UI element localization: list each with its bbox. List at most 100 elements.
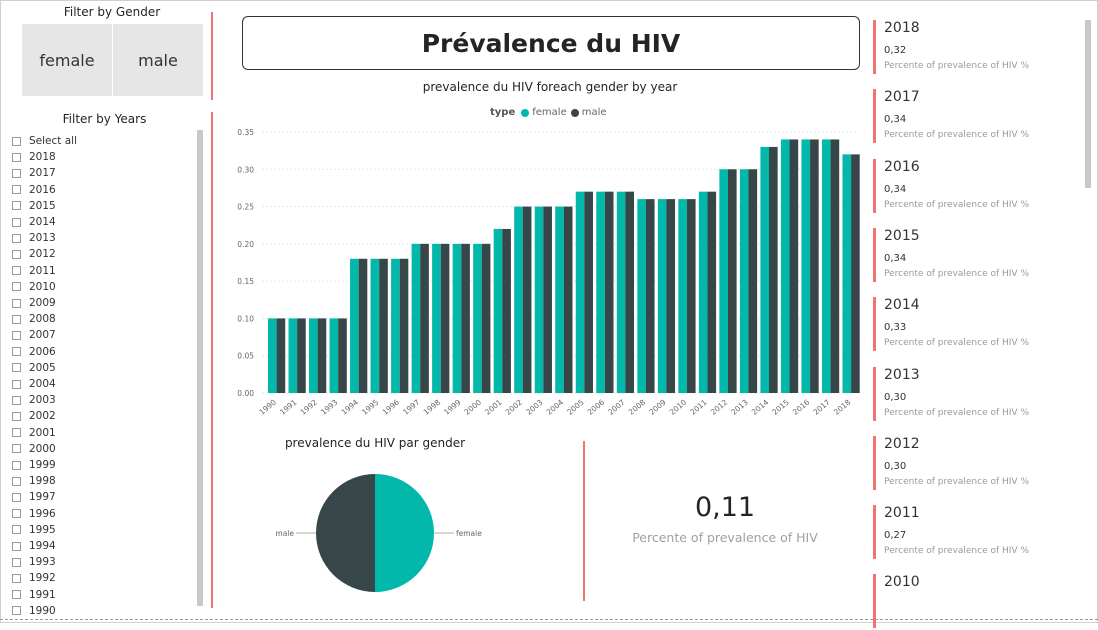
bar-female-2007[interactable] — [616, 191, 626, 393]
year-filter-item[interactable]: 2018 — [12, 150, 56, 164]
bar-female-2015[interactable] — [780, 139, 790, 393]
year-filter-item[interactable]: 2016 — [12, 183, 56, 197]
checkbox[interactable] — [12, 152, 21, 162]
bar-male-2001[interactable] — [502, 228, 511, 393]
bar-male-2013[interactable] — [748, 169, 758, 393]
bar-female-1999[interactable] — [452, 243, 462, 393]
checkbox[interactable] — [12, 363, 21, 373]
checkbox[interactable] — [12, 249, 21, 259]
bar-female-1990[interactable] — [268, 318, 277, 393]
year-filter-item[interactable]: 2002 — [12, 409, 56, 423]
pie-slice-male[interactable] — [316, 474, 375, 592]
year-filter-item[interactable]: 1999 — [12, 458, 56, 472]
bar-male-2012[interactable] — [727, 169, 737, 393]
bar-male-1997[interactable] — [420, 243, 429, 393]
bar-female-1992[interactable] — [309, 318, 318, 393]
bar-female-2016[interactable] — [801, 139, 811, 393]
year-filter-item[interactable]: 2011 — [12, 264, 56, 278]
checkbox[interactable] — [12, 476, 21, 486]
year-filter-item[interactable]: 1992 — [12, 571, 56, 585]
year-filter-item[interactable]: 1991 — [12, 588, 56, 602]
checkbox[interactable] — [12, 330, 21, 340]
bar-male-2016[interactable] — [810, 139, 819, 393]
bar-male-2000[interactable] — [481, 243, 491, 393]
checkbox[interactable] — [12, 460, 21, 470]
checkbox[interactable] — [12, 557, 21, 567]
year-filter-item[interactable]: 2012 — [12, 247, 56, 261]
year-filter-item[interactable]: 2005 — [12, 361, 56, 375]
year-filter-item[interactable]: 2013 — [12, 231, 56, 245]
bar-female-1994[interactable] — [350, 258, 359, 393]
bar-female-1996[interactable] — [391, 258, 400, 393]
checkbox[interactable] — [12, 298, 21, 308]
bar-male-1999[interactable] — [461, 243, 470, 393]
bar-male-1991[interactable] — [297, 318, 306, 393]
bar-male-1990[interactable] — [276, 318, 286, 393]
bar-female-2005[interactable] — [575, 191, 585, 393]
bar-male-1996[interactable] — [399, 258, 409, 393]
gender-button-male[interactable]: male — [113, 24, 203, 96]
checkbox[interactable] — [12, 282, 21, 292]
bar-female-1995[interactable] — [370, 258, 380, 393]
bar-male-1994[interactable] — [358, 258, 368, 393]
bar-female-2008[interactable] — [637, 199, 646, 393]
year-filter-item[interactable]: 2010 — [12, 280, 56, 294]
checkbox[interactable] — [12, 590, 21, 600]
year-filter-item[interactable]: 2008 — [12, 312, 56, 326]
bar-female-2012[interactable] — [719, 169, 728, 393]
bar-male-2003[interactable] — [543, 206, 552, 393]
year-filter-item[interactable]: 2000 — [12, 442, 56, 456]
cards-scrollbar[interactable] — [1085, 20, 1091, 188]
bar-female-2014[interactable] — [760, 146, 770, 393]
pie-slice-female[interactable] — [375, 474, 434, 592]
gender-button-female[interactable]: female — [22, 24, 112, 96]
year-filter-item[interactable]: 1993 — [12, 555, 56, 569]
bar-female-1991[interactable] — [288, 318, 298, 393]
bar-female-2010[interactable] — [678, 199, 687, 393]
checkbox[interactable] — [12, 444, 21, 454]
bar-female-1993[interactable] — [329, 318, 339, 393]
checkbox[interactable] — [12, 314, 21, 324]
year-filter-item[interactable]: 2003 — [12, 393, 56, 407]
bar-female-2018[interactable] — [842, 154, 852, 393]
bar-male-2005[interactable] — [584, 191, 593, 393]
year-filter-item[interactable]: 1997 — [12, 490, 56, 504]
bar-female-2006[interactable] — [596, 191, 605, 393]
bar-male-2006[interactable] — [604, 191, 614, 393]
bar-male-1995[interactable] — [379, 258, 388, 393]
bar-male-1992[interactable] — [317, 318, 327, 393]
year-filter-item[interactable]: 2006 — [12, 345, 56, 359]
checkbox[interactable] — [12, 379, 21, 389]
bar-female-2001[interactable] — [493, 228, 503, 393]
bar-male-2011[interactable] — [707, 191, 717, 393]
checkbox[interactable] — [12, 525, 21, 535]
bar-female-2002[interactable] — [514, 206, 523, 393]
year-filter-item[interactable]: 2004 — [12, 377, 56, 391]
bar-male-2017[interactable] — [830, 139, 840, 393]
checkbox[interactable] — [12, 266, 21, 276]
bar-male-2010[interactable] — [686, 199, 696, 393]
bar-female-2000[interactable] — [473, 243, 482, 393]
checkbox[interactable] — [12, 573, 21, 583]
bar-male-2004[interactable] — [563, 206, 573, 393]
checkbox[interactable] — [12, 606, 21, 616]
year-filter-item[interactable]: 1995 — [12, 523, 56, 537]
bar-female-2003[interactable] — [534, 206, 544, 393]
checkbox[interactable] — [12, 201, 21, 211]
checkbox[interactable] — [12, 217, 21, 227]
checkbox[interactable] — [12, 347, 21, 357]
bar-female-2011[interactable] — [698, 191, 708, 393]
checkbox[interactable] — [12, 233, 21, 243]
bar-male-2008[interactable] — [645, 199, 655, 393]
year-filter-item[interactable]: 2015 — [12, 199, 56, 213]
checkbox[interactable] — [12, 509, 21, 519]
year-filter-item[interactable]: 1998 — [12, 474, 56, 488]
bar-female-2009[interactable] — [657, 199, 667, 393]
bar-male-2009[interactable] — [666, 199, 676, 393]
year-filter-item[interactable]: 1996 — [12, 507, 56, 521]
bar-female-2017[interactable] — [821, 139, 831, 393]
year-filter-item[interactable]: 2014 — [12, 215, 56, 229]
bar-male-1998[interactable] — [440, 243, 450, 393]
checkbox[interactable] — [12, 168, 21, 178]
bar-female-2004[interactable] — [555, 206, 564, 393]
